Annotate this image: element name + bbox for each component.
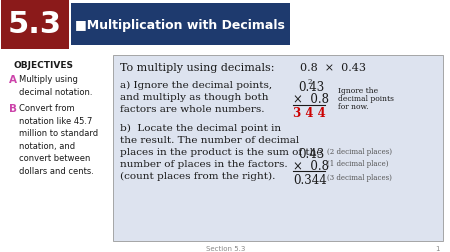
Text: 0.43: 0.43 [298,147,324,160]
Text: B: B [9,104,17,114]
Text: the result. The number of decimal: the result. The number of decimal [121,135,300,144]
Text: b)  Locate the decimal point in: b) Locate the decimal point in [121,123,282,133]
Text: Convert from
notation like 45.7
million to standard
notation, and
convert betwee: Convert from notation like 45.7 million … [18,104,98,175]
Text: decimal points: decimal points [338,95,394,103]
FancyBboxPatch shape [0,0,68,49]
Text: OBJECTIVES: OBJECTIVES [14,61,74,70]
Text: ■Multiplication with Decimals: ■Multiplication with Decimals [76,19,285,32]
Text: Multiply using
decimal notation.: Multiply using decimal notation. [18,75,92,97]
Text: and multiply as though both: and multiply as though both [121,93,269,102]
Text: a) Ignore the decimal points,: a) Ignore the decimal points, [121,81,273,90]
Text: 0.8  ×  0.43: 0.8 × 0.43 [300,63,366,73]
Text: 0.344: 0.344 [293,173,327,186]
Text: Section 5.3: Section 5.3 [206,245,245,251]
Text: 2: 2 [307,78,312,86]
FancyBboxPatch shape [113,55,443,241]
Text: 3 4 4: 3 4 4 [293,107,326,120]
Text: 1: 1 [436,245,440,251]
Text: ×  0.8: × 0.8 [293,93,329,106]
Text: A: A [9,75,17,85]
Text: places in the product is the sum of the: places in the product is the sum of the [121,147,323,156]
Text: (2 decimal places): (2 decimal places) [327,147,392,155]
Text: (3 decimal places): (3 decimal places) [327,173,392,181]
Text: for now.: for now. [338,103,369,111]
Text: 0.43: 0.43 [298,81,324,94]
Text: To multiply using decimals:: To multiply using decimals: [121,63,275,73]
Text: factors are whole numbers.: factors are whole numbers. [121,105,265,114]
FancyBboxPatch shape [71,4,290,45]
Text: 5.3: 5.3 [8,10,62,39]
Text: number of places in the factors.: number of places in the factors. [121,159,288,168]
Text: (count places from the right).: (count places from the right). [121,171,276,180]
Text: (1 decimal place): (1 decimal place) [327,159,389,167]
Text: Ignore the: Ignore the [338,87,378,95]
Text: ×  0.8: × 0.8 [293,159,329,172]
